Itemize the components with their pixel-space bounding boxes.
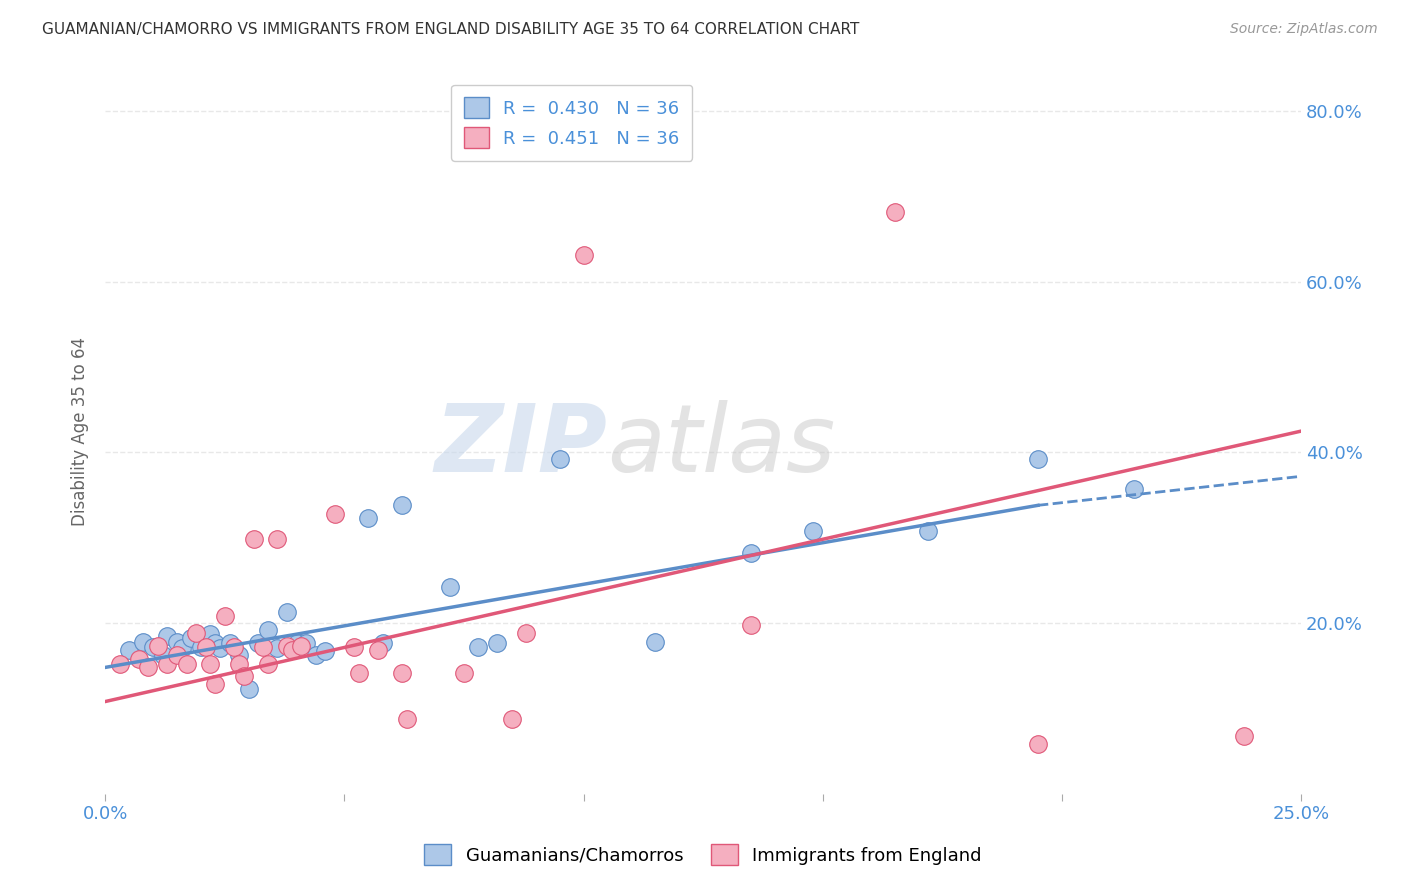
Point bbox=[184, 626, 207, 640]
Point bbox=[156, 657, 179, 671]
Point bbox=[276, 605, 298, 619]
Point bbox=[266, 640, 288, 655]
Point bbox=[190, 640, 212, 654]
Point bbox=[204, 677, 226, 691]
Point bbox=[290, 639, 312, 653]
Point bbox=[917, 524, 939, 538]
Point bbox=[395, 712, 418, 726]
Point bbox=[238, 681, 260, 696]
Point bbox=[1233, 729, 1256, 743]
Point bbox=[347, 665, 370, 680]
Point bbox=[644, 635, 666, 649]
Point bbox=[439, 580, 461, 594]
Point bbox=[180, 631, 202, 645]
Text: Source: ZipAtlas.com: Source: ZipAtlas.com bbox=[1230, 22, 1378, 37]
Point bbox=[257, 623, 280, 637]
Point bbox=[108, 657, 131, 671]
Point bbox=[176, 657, 198, 671]
Point bbox=[501, 712, 523, 726]
Point bbox=[146, 639, 169, 653]
Point bbox=[194, 640, 217, 654]
Point bbox=[170, 640, 193, 655]
Legend: Guamanians/Chamorros, Immigrants from England: Guamanians/Chamorros, Immigrants from En… bbox=[415, 835, 991, 874]
Point bbox=[132, 635, 155, 649]
Text: ZIP: ZIP bbox=[434, 400, 607, 491]
Point bbox=[252, 640, 274, 654]
Text: atlas: atlas bbox=[607, 401, 835, 491]
Point bbox=[740, 617, 762, 632]
Point bbox=[391, 499, 413, 513]
Point bbox=[228, 657, 250, 671]
Point bbox=[357, 511, 380, 525]
Point bbox=[218, 635, 240, 649]
Point bbox=[136, 660, 159, 674]
Point bbox=[281, 643, 304, 657]
Point bbox=[515, 626, 537, 640]
Point bbox=[453, 665, 475, 680]
Point bbox=[367, 643, 389, 657]
Legend: R =  0.430   N = 36, R =  0.451   N = 36: R = 0.430 N = 36, R = 0.451 N = 36 bbox=[451, 85, 692, 161]
Point bbox=[166, 648, 188, 663]
Point bbox=[323, 507, 346, 521]
Point bbox=[228, 648, 250, 662]
Point bbox=[200, 657, 222, 671]
Point bbox=[142, 640, 165, 654]
Point bbox=[156, 629, 179, 643]
Y-axis label: Disability Age 35 to 64: Disability Age 35 to 64 bbox=[72, 336, 89, 525]
Text: GUAMANIAN/CHAMORRO VS IMMIGRANTS FROM ENGLAND DISABILITY AGE 35 TO 64 CORRELATIO: GUAMANIAN/CHAMORRO VS IMMIGRANTS FROM EN… bbox=[42, 22, 859, 37]
Point bbox=[1122, 482, 1144, 496]
Point bbox=[166, 635, 188, 649]
Point bbox=[204, 635, 226, 649]
Point bbox=[305, 648, 328, 663]
Point bbox=[314, 644, 336, 658]
Point bbox=[467, 640, 489, 654]
Point bbox=[200, 627, 222, 641]
Point bbox=[371, 635, 394, 649]
Point bbox=[1026, 452, 1049, 467]
Point bbox=[285, 635, 308, 649]
Point bbox=[232, 669, 254, 683]
Point bbox=[128, 652, 150, 666]
Point bbox=[257, 657, 280, 671]
Point bbox=[548, 452, 571, 467]
Point bbox=[152, 648, 174, 662]
Point bbox=[486, 635, 509, 649]
Point bbox=[572, 247, 595, 261]
Point bbox=[266, 533, 288, 547]
Point bbox=[242, 533, 264, 547]
Point bbox=[343, 640, 366, 654]
Point bbox=[295, 635, 318, 649]
Point bbox=[224, 640, 246, 654]
Point bbox=[208, 640, 231, 655]
Point bbox=[118, 643, 141, 657]
Point bbox=[214, 609, 236, 624]
Point bbox=[801, 524, 824, 538]
Point bbox=[740, 546, 762, 560]
Point bbox=[883, 204, 905, 219]
Point bbox=[391, 665, 413, 680]
Point bbox=[247, 635, 270, 649]
Point bbox=[1026, 737, 1049, 751]
Point bbox=[276, 639, 298, 653]
